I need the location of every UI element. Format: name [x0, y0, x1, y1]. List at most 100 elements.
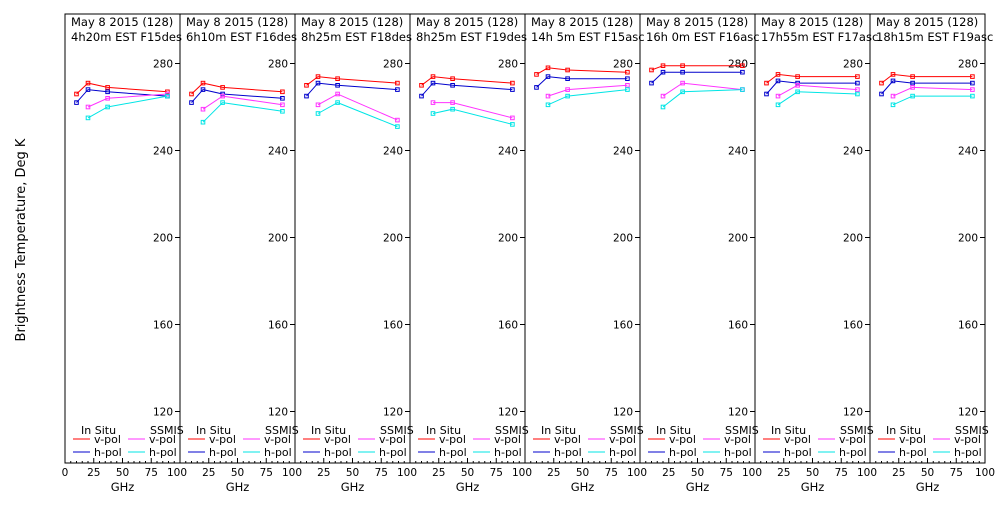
data-point-in-situ-h	[200, 87, 206, 92]
data-point-in-situ-h	[189, 100, 194, 105]
data-point-in-situ-v	[910, 74, 915, 79]
y-tick-label: 280	[268, 59, 288, 71]
y-tick-label: 200	[843, 233, 863, 245]
data-point-in-situ-h	[335, 83, 340, 88]
data-point-ssmis-h	[970, 93, 975, 99]
series-line-ssmis-v	[202, 95, 283, 110]
panel-title-line1: May 8 2015 (128)	[531, 15, 633, 29]
x-tick-label: 100	[627, 467, 647, 479]
data-point-in-situ-h	[545, 74, 551, 79]
panel-title-line1: May 8 2015 (128)	[301, 15, 403, 29]
panel-title-line1: May 8 2015 (128)	[646, 15, 748, 29]
data-point-in-situ-v	[890, 72, 896, 77]
legend-in-situ-v-label: v-pol	[784, 433, 811, 446]
y-tick-label: 120	[613, 407, 633, 419]
data-point-in-situ-h	[890, 78, 896, 84]
data-point-in-situ-v	[430, 74, 436, 79]
y-tick-label: 160	[843, 320, 863, 332]
data-point-in-situ-v	[970, 74, 975, 79]
y-tick-label: 280	[728, 59, 748, 71]
data-point-ssmis-h	[565, 93, 570, 99]
data-point-in-situ-h	[85, 87, 91, 92]
panel-title-line2: 8h25m EST F18des	[301, 30, 412, 44]
y-tick-label: 200	[383, 233, 403, 245]
panel-1: May 8 2015 (128)4h20m EST F15des 120 160 20…	[62, 13, 187, 494]
y-tick-label: 120	[728, 407, 748, 419]
legend-ssmis-h-label: h-pol	[724, 446, 752, 459]
panel-8: May 8 2015 (128)18h15m EST F19asc 120 160 2…	[869, 13, 995, 494]
legend-ssmis-heading: SSMIS	[610, 424, 644, 437]
legend-in-situ-h-label: h-pol	[669, 446, 697, 459]
data-point-in-situ-v	[220, 85, 225, 90]
legend-in-situ-v-label: v-pol	[554, 433, 581, 446]
series-line-in-situ-h	[76, 89, 168, 103]
x-tick-label: 75	[375, 467, 388, 479]
legend-in-situ-heading: In Situ	[426, 424, 461, 437]
y-tick-label: 280	[498, 59, 518, 71]
data-point-ssmis-v	[855, 87, 860, 92]
y-tick-label: 240	[843, 146, 863, 158]
y-tick-label: 120	[498, 407, 518, 419]
legend-in-situ-h-label: h-pol	[209, 446, 237, 459]
series-line-ssmis-h	[432, 108, 513, 125]
x-tick-label: 25	[317, 467, 330, 479]
panel-7: May 8 2015 (128)17h55m EST F17asc 120 160 2…	[754, 13, 878, 494]
data-point-in-situ-v	[419, 83, 424, 88]
data-point-ssmis-h	[910, 93, 915, 99]
data-point-ssmis-v	[395, 117, 400, 123]
data-point-in-situ-h	[510, 87, 515, 92]
x-tick-label: 100	[512, 467, 532, 479]
data-point-in-situ-h	[970, 80, 975, 86]
data-point-in-situ-h	[680, 69, 685, 75]
series-line-ssmis-h	[777, 91, 858, 106]
series-line-in-situ-h	[651, 71, 743, 84]
legend-ssmis-heading: SSMIS	[265, 424, 299, 437]
panel-3: May 8 2015 (128)8h25m EST F18des 120 160 20…	[294, 13, 417, 494]
data-point-ssmis-v	[85, 104, 91, 110]
data-point-in-situ-v	[680, 63, 685, 69]
data-point-ssmis-h	[450, 106, 455, 112]
series-line-in-situ-h	[306, 82, 398, 97]
x-tick-label: 25	[432, 467, 445, 479]
data-point-in-situ-h	[879, 91, 884, 97]
panel-title-line2: 8h25m EST F19des	[416, 30, 527, 44]
data-point-in-situ-v	[74, 91, 79, 97]
y-tick-label: 160	[728, 320, 748, 332]
legend-ssmis-v-label: v-pol	[724, 433, 751, 446]
y-tick-label: 280	[613, 59, 633, 71]
data-point-in-situ-h	[430, 80, 436, 86]
x-tick-label: 50	[921, 467, 934, 479]
data-point-in-situ-v	[510, 80, 515, 86]
series-line-ssmis-v	[777, 84, 858, 97]
y-tick-label: 240	[498, 146, 518, 158]
series-line-in-situ-v	[651, 65, 743, 71]
legend-in-situ-v-label: v-pol	[209, 433, 236, 446]
data-point-in-situ-v	[775, 72, 781, 77]
data-point-in-situ-h	[764, 91, 769, 97]
series-line-ssmis-h	[317, 102, 398, 128]
x-axis-label: GHz	[686, 480, 710, 494]
series-line-in-situ-h	[421, 82, 513, 97]
x-tick-label: 50	[806, 467, 819, 479]
data-point-in-situ-v	[315, 74, 321, 79]
data-point-ssmis-v	[890, 93, 896, 99]
y-tick-label: 120	[958, 407, 978, 419]
x-tick-label: 75	[950, 467, 963, 479]
data-point-ssmis-h	[545, 102, 551, 108]
data-point-in-situ-v	[740, 63, 745, 69]
series-line-ssmis-h	[202, 102, 283, 123]
panel-title-line2: 4h20m EST F15des	[71, 30, 182, 44]
legend-in-situ-v-label: v-pol	[439, 433, 466, 446]
series-line-ssmis-v	[433, 102, 513, 119]
series-line-in-situ-v	[536, 67, 628, 75]
data-point-in-situ-v	[764, 80, 769, 86]
x-tick-label: 100	[167, 467, 187, 479]
data-point-ssmis-h	[795, 89, 800, 95]
data-point-in-situ-v	[660, 63, 666, 69]
legend-in-situ-h-label: h-pol	[784, 446, 812, 459]
legend-ssmis-v-label: v-pol	[149, 433, 176, 446]
legend-ssmis-heading: SSMIS	[150, 424, 184, 437]
data-point-ssmis-v	[775, 93, 781, 99]
series-line-in-situ-h	[766, 80, 858, 95]
